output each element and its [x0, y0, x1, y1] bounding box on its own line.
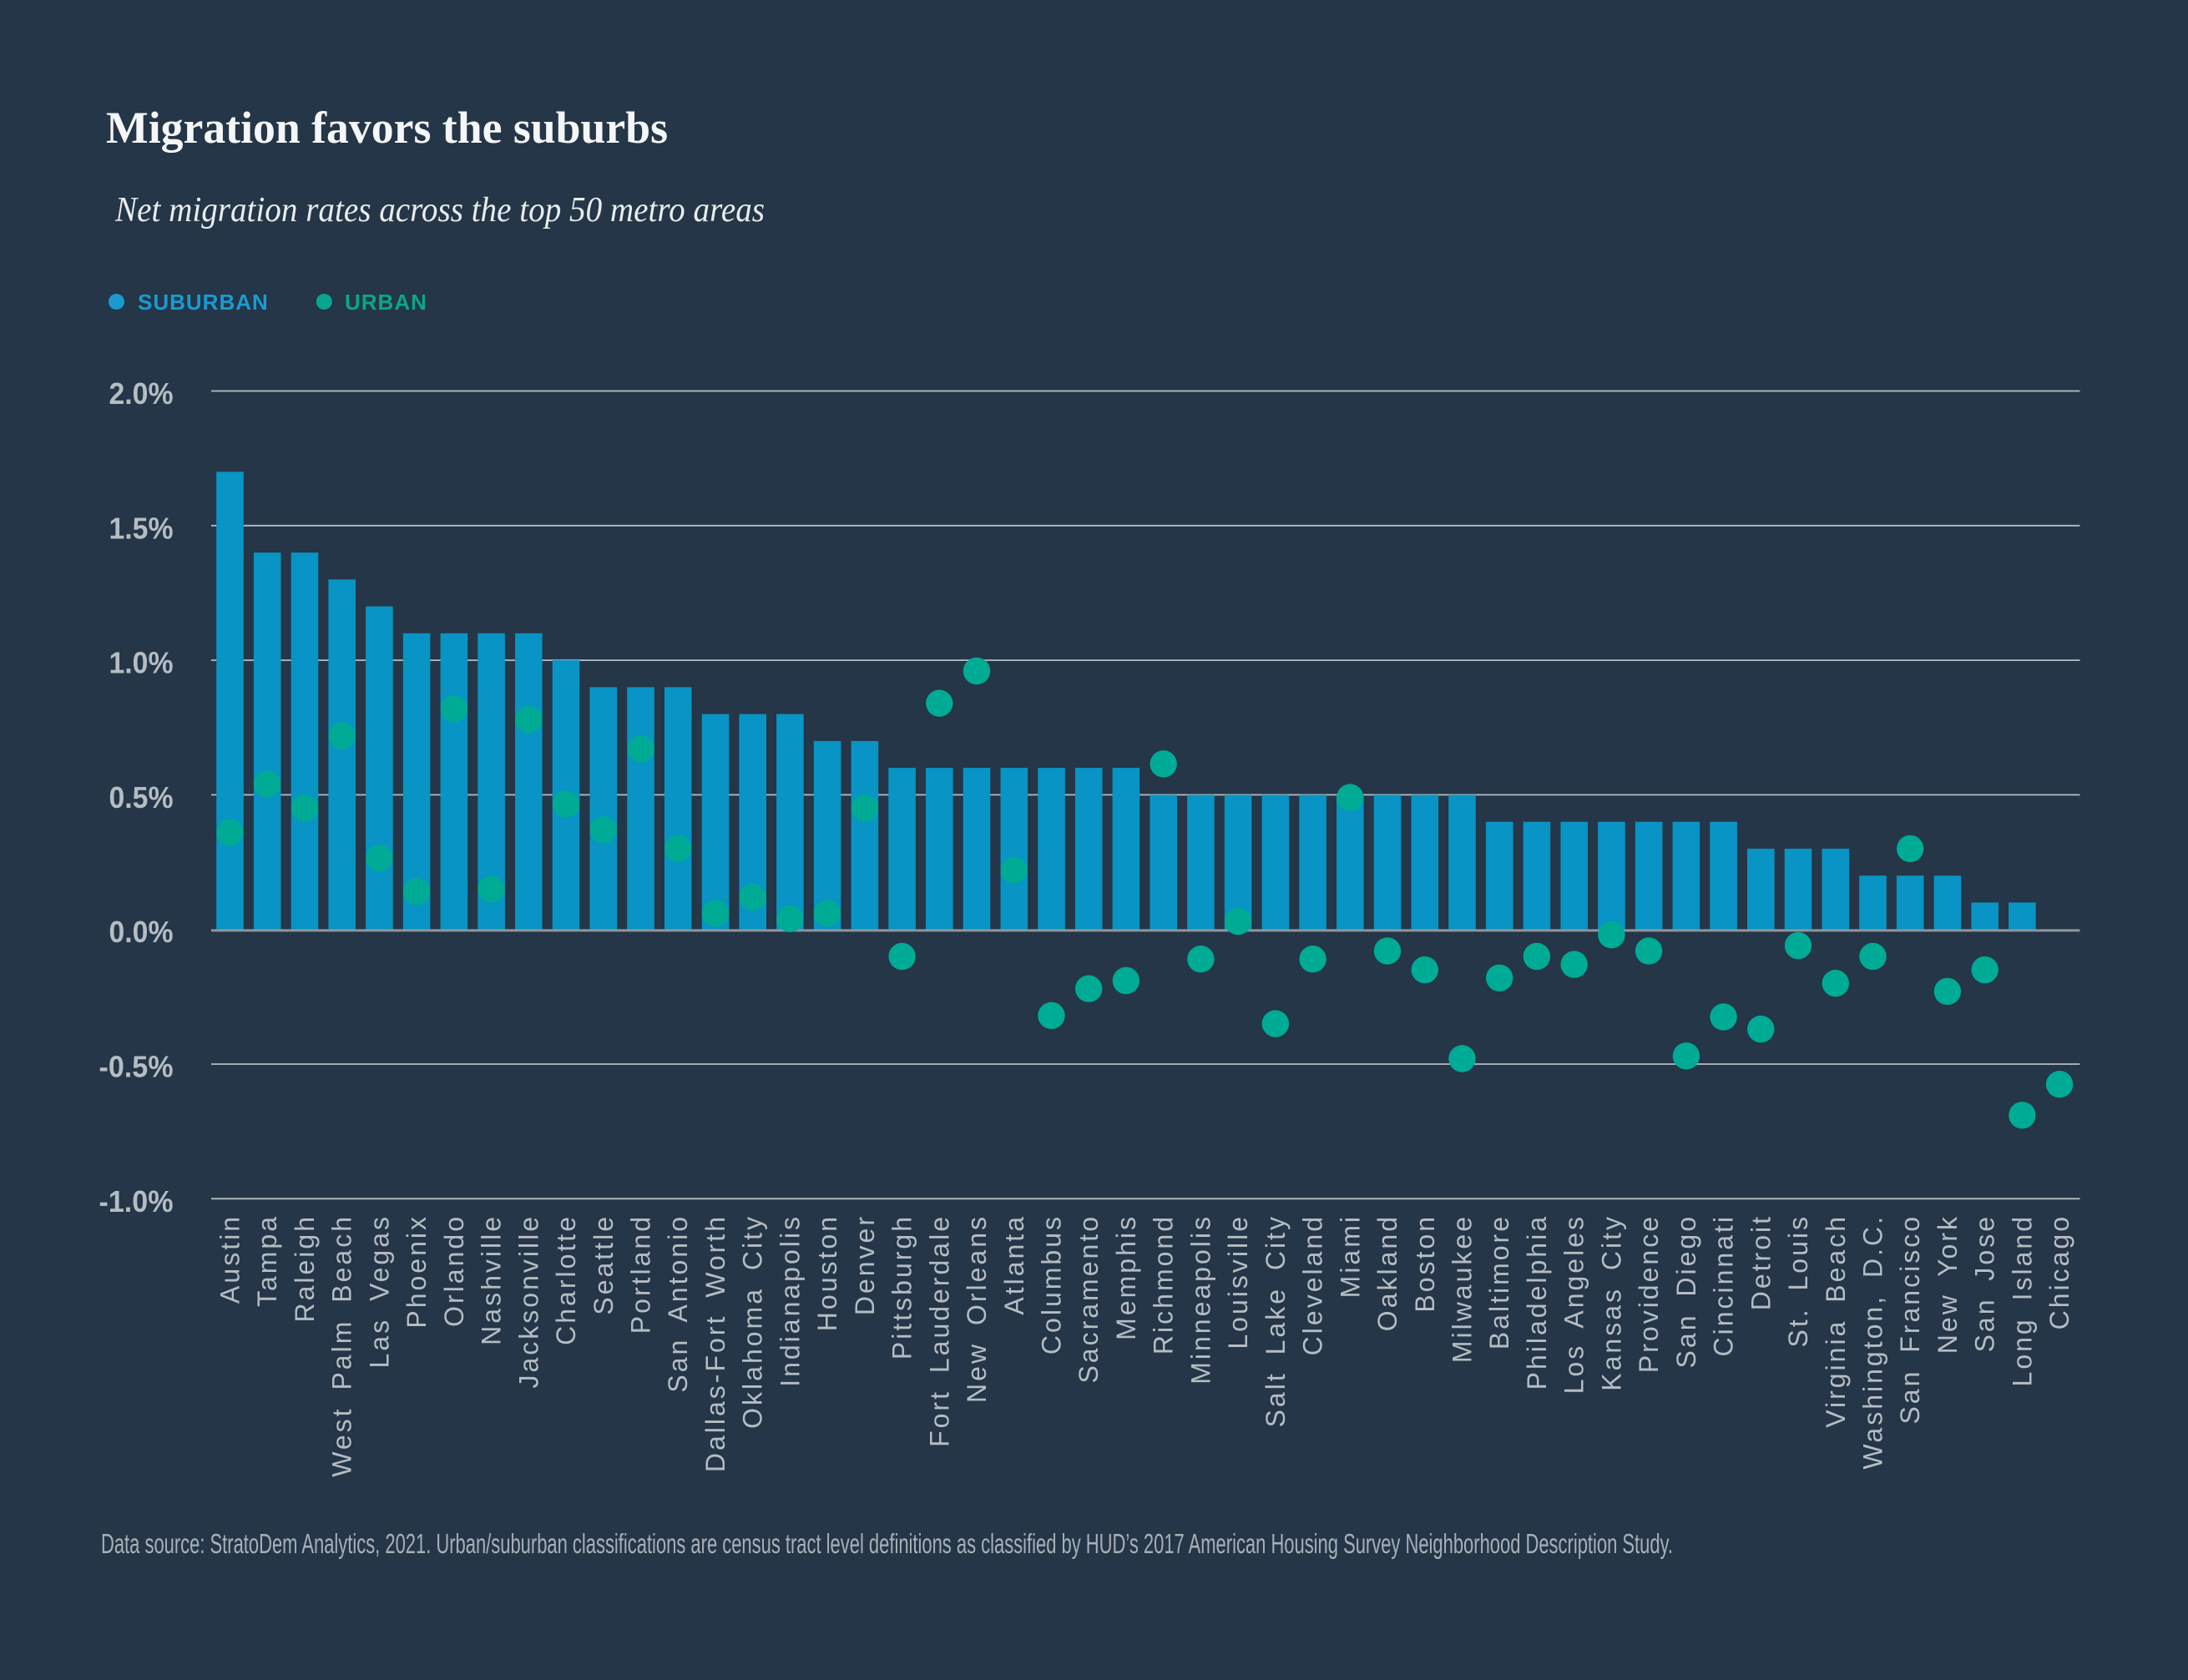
svg-text:San Francisco: San Francisco	[1895, 1214, 1925, 1425]
svg-text:1.5%: 1.5%	[109, 511, 174, 545]
svg-text:SUBURBAN: SUBURBAN	[138, 290, 269, 315]
svg-text:Jacksonville: Jacksonville	[513, 1214, 543, 1389]
svg-text:Memphis: Memphis	[1111, 1214, 1141, 1340]
svg-text:Raleigh: Raleigh	[290, 1214, 320, 1323]
svg-text:Tampa: Tampa	[252, 1214, 282, 1307]
svg-text:Fort Lauderdale: Fort Lauderdale	[924, 1214, 954, 1447]
svg-text:Salt Lake City: Salt Lake City	[1261, 1214, 1291, 1427]
svg-text:Dallas-Fort Worth: Dallas-Fort Worth	[700, 1214, 730, 1472]
svg-text:Los Angeles: Los Angeles	[1559, 1214, 1589, 1394]
svg-text:Phoenix: Phoenix	[402, 1214, 432, 1329]
svg-text:1.0%: 1.0%	[109, 646, 174, 680]
svg-text:Cincinnati: Cincinnati	[1709, 1214, 1739, 1357]
svg-text:Atlanta: Atlanta	[999, 1214, 1029, 1315]
svg-text:Net migration rates across the: Net migration rates across the top 50 me…	[114, 191, 765, 230]
svg-text:Boston: Boston	[1410, 1214, 1440, 1313]
svg-text:Sacramento: Sacramento	[1074, 1214, 1104, 1384]
svg-text:Detroit: Detroit	[1746, 1214, 1776, 1310]
svg-text:Kansas City: Kansas City	[1596, 1214, 1626, 1391]
svg-text:Philadelphia: Philadelphia	[1522, 1214, 1552, 1390]
svg-text:Austin: Austin	[215, 1214, 245, 1304]
svg-text:Pittsburgh: Pittsburgh	[887, 1214, 917, 1360]
svg-text:Nashville: Nashville	[477, 1214, 507, 1345]
svg-text:Milwaukee: Milwaukee	[1448, 1214, 1478, 1363]
svg-text:Washington, D.C.: Washington, D.C.	[1858, 1214, 1888, 1470]
svg-text:San Antonio: San Antonio	[663, 1214, 693, 1393]
svg-text:Orlando: Orlando	[439, 1214, 469, 1327]
svg-text:2.0%: 2.0%	[109, 376, 174, 411]
svg-text:Seattle: Seattle	[589, 1214, 619, 1315]
svg-text:Indianapolis: Indianapolis	[775, 1214, 805, 1387]
svg-text:West Palm Beach: West Palm Beach	[327, 1214, 357, 1477]
svg-text:Chicago: Chicago	[2044, 1214, 2074, 1329]
svg-text:Baltimore: Baltimore	[1484, 1214, 1514, 1350]
svg-text:Richmond: Richmond	[1149, 1214, 1179, 1355]
svg-text:Charlotte: Charlotte	[551, 1214, 581, 1345]
svg-text:-0.5%: -0.5%	[99, 1050, 174, 1084]
svg-text:Minneapolis: Minneapolis	[1185, 1214, 1215, 1385]
svg-text:-1.0%: -1.0%	[99, 1184, 174, 1218]
svg-text:Houston: Houston	[812, 1214, 842, 1331]
svg-text:Data source: StratoDem Analyti: Data source: StratoDem Analytics, 2021. …	[101, 1528, 1673, 1559]
svg-text:St. Louis: St. Louis	[1783, 1214, 1813, 1348]
svg-text:0.0%: 0.0%	[109, 915, 174, 949]
svg-text:Providence: Providence	[1634, 1214, 1664, 1373]
svg-text:0.5%: 0.5%	[109, 780, 174, 815]
svg-text:Miami: Miami	[1335, 1214, 1365, 1298]
svg-text:Oklahoma City: Oklahoma City	[738, 1214, 768, 1429]
svg-text:Migration favors the suburbs: Migration favors the suburbs	[106, 103, 668, 153]
svg-text:URBAN: URBAN	[345, 290, 427, 315]
svg-text:Long Island: Long Island	[2007, 1214, 2037, 1386]
svg-text:Virginia Beach: Virginia Beach	[1821, 1214, 1851, 1428]
svg-text:San Diego: San Diego	[1671, 1214, 1701, 1368]
svg-text:Oakland: Oakland	[1372, 1214, 1402, 1331]
svg-text:Cleveland: Cleveland	[1298, 1214, 1328, 1355]
svg-text:Denver: Denver	[850, 1214, 880, 1315]
svg-text:Columbus: Columbus	[1037, 1214, 1067, 1355]
svg-text:New York: New York	[1933, 1214, 1963, 1354]
svg-text:Portland: Portland	[626, 1214, 656, 1334]
svg-text:Louisville: Louisville	[1223, 1214, 1253, 1350]
svg-text:Las Vegas: Las Vegas	[364, 1214, 394, 1368]
svg-text:San Jose: San Jose	[1970, 1214, 2000, 1352]
svg-text:New Orleans: New Orleans	[962, 1214, 992, 1403]
